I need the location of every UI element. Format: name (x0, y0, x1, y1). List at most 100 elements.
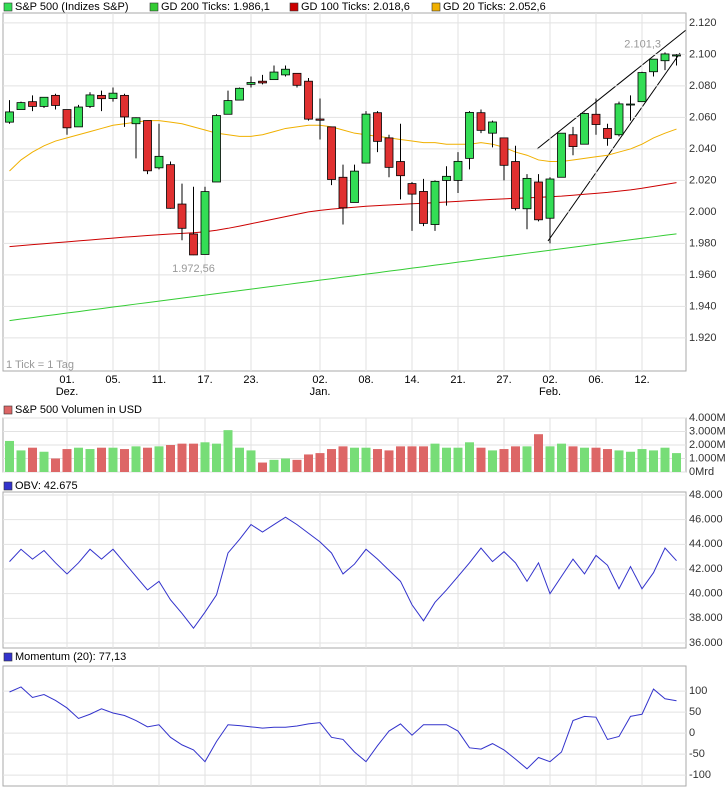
candle-body (16, 102, 26, 110)
volume-bar (465, 442, 474, 472)
volume-bar (476, 447, 486, 472)
volume-bar (338, 446, 348, 472)
candle-body (51, 94, 60, 106)
volume-bar (453, 447, 463, 472)
volume-bar (85, 449, 95, 472)
candle-body (660, 53, 670, 62)
legend-label: GD 200 Ticks: 1.986,1 (161, 1, 270, 13)
legend-swatch (3, 2, 13, 12)
y-tick-label: 2.020 (689, 174, 717, 186)
volume-bar (350, 447, 359, 472)
volume-bar (637, 449, 647, 472)
volume-bar (304, 454, 313, 472)
volume-bar (120, 449, 129, 472)
x-tick-label: 17. (197, 374, 212, 386)
x-tick-label: 27. (496, 374, 511, 386)
candle-body (39, 96, 49, 107)
volume-bar (660, 447, 670, 472)
line-series (9, 233, 677, 322)
x-month-label: Jan. (310, 386, 331, 398)
legend-label: GD 100 Ticks: 2.018,6 (301, 1, 410, 13)
legend-swatch (431, 2, 441, 12)
x-month-label: Feb. (539, 386, 561, 398)
panel-frame (2, 12, 687, 372)
trend-line (547, 52, 681, 242)
volume-bar (108, 447, 118, 472)
candle-body (557, 132, 566, 178)
volume-bar (235, 447, 244, 472)
candle-body (258, 80, 267, 84)
candle-body (200, 191, 210, 255)
candle-body (5, 111, 14, 123)
volume-bar (591, 447, 601, 472)
volume-bar (488, 450, 497, 472)
volume-bar (166, 445, 175, 472)
candle-body (568, 134, 578, 147)
volume-bar (281, 458, 290, 472)
y-tick-label: -100 (689, 769, 711, 781)
volume-bar (39, 451, 49, 472)
candle-body (396, 161, 405, 177)
candle-body (476, 112, 486, 131)
volume-bar (131, 446, 141, 472)
volume-bar (246, 450, 256, 472)
y-tick-label: -50 (689, 748, 705, 760)
y-tick-label: 1.960 (689, 269, 717, 281)
volume-bar (373, 449, 382, 472)
x-tick-label: 02. (542, 374, 557, 386)
volume-bar (154, 446, 164, 472)
high-annotation: 2.101,3 (624, 38, 661, 50)
x-tick-label: 23. (243, 374, 258, 386)
volume-bar (143, 447, 152, 472)
volume-bar (200, 442, 210, 472)
x-tick-label: 08. (358, 374, 373, 386)
volume-bar (568, 446, 578, 472)
candle-body (350, 170, 359, 203)
volume-bar (16, 450, 26, 472)
candle-body (672, 54, 681, 57)
legend-swatch (289, 2, 299, 12)
candle-body (177, 203, 187, 229)
y-tick-label: 2.100 (689, 48, 717, 60)
line-series (9, 516, 677, 630)
candle-body (511, 161, 520, 209)
volume-bar (407, 446, 417, 472)
candle-body (154, 155, 164, 169)
x-tick-label: 11. (152, 374, 166, 386)
candle-body (419, 191, 428, 224)
legend-swatch (149, 2, 159, 12)
candle-body (488, 121, 497, 134)
volume-bar (511, 446, 520, 472)
y-tick-label: 46.000 (689, 514, 723, 526)
legend-swatch (3, 405, 13, 415)
note: 1 Tick = 1 Tag (6, 359, 74, 371)
candle-body (85, 94, 95, 107)
volume-bar (603, 449, 612, 472)
volume-bar (626, 451, 635, 472)
candle-body (453, 160, 463, 181)
volume-bar (580, 447, 589, 472)
candle-body (143, 120, 152, 172)
legend-label: OBV: 42.675 (15, 480, 78, 492)
candle-body (373, 112, 382, 142)
candle-body (304, 80, 313, 120)
volume-bar (384, 450, 394, 472)
legend-swatch (3, 652, 13, 662)
legend-label: S&P 500 Volumen in USD (15, 404, 142, 416)
low-annotation: 1.972,56 (172, 263, 215, 275)
volume-bar (327, 449, 336, 472)
y-tick-label: 40.000 (689, 588, 723, 600)
candle-body (545, 178, 555, 219)
panel-frame (2, 491, 687, 649)
candle-body (292, 72, 302, 86)
volume-bar (62, 449, 72, 472)
volume-bar (74, 447, 83, 472)
candle-body (522, 177, 532, 210)
candle-body (534, 181, 543, 221)
candle-body (62, 109, 72, 129)
y-tick-label: 42.000 (689, 563, 723, 575)
volume-bar (28, 447, 37, 472)
y-tick-label: 1.980 (689, 237, 717, 249)
volume-bar (5, 440, 14, 472)
candle-body (74, 106, 83, 128)
